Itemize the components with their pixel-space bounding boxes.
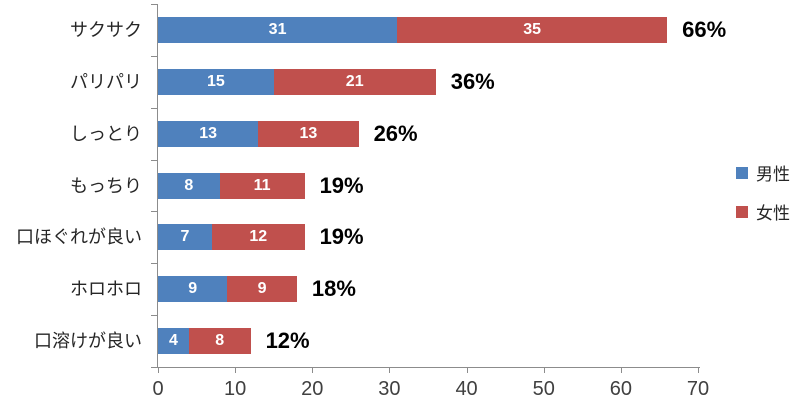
x-axis-tick xyxy=(389,367,391,373)
bar-segment-male: 8 xyxy=(158,172,220,199)
legend-item-male: 男性 xyxy=(736,164,790,184)
bar-segment-female: 9 xyxy=(227,276,297,303)
total-percent-label: 66% xyxy=(682,16,727,42)
total-percent-label: 12% xyxy=(265,328,310,354)
bar-segment-male: 13 xyxy=(158,120,259,147)
x-axis-tick-label: 70 xyxy=(686,378,710,400)
total-percent-label: 36% xyxy=(450,68,495,94)
bar-value-label: 7 xyxy=(180,228,190,246)
bar-value-label: 35 xyxy=(523,20,542,38)
x-axis-tick xyxy=(235,367,237,373)
bar-segment-male: 15 xyxy=(158,68,274,95)
bar-row: 8 11 xyxy=(158,172,305,199)
bar-value-label: 13 xyxy=(199,124,218,142)
bar-row: 31 35 xyxy=(158,16,668,43)
x-axis-tick-label: 0 xyxy=(152,378,164,400)
total-percent-label: 19% xyxy=(319,224,364,250)
y-axis-tick xyxy=(151,107,157,109)
legend-label: 男性 xyxy=(756,165,790,184)
bar-row: 13 13 xyxy=(158,120,359,147)
x-axis-tick-label: 60 xyxy=(609,378,632,400)
x-axis-tick xyxy=(158,367,159,373)
bar-value-label: 11 xyxy=(253,176,271,194)
bar-value-label: 4 xyxy=(168,332,178,350)
x-axis-tick xyxy=(620,367,622,373)
bar-value-label: 15 xyxy=(206,72,225,90)
bar-segment-female: 8 xyxy=(188,328,251,355)
bar-segment-male: 7 xyxy=(158,224,212,251)
category-label: しっとり xyxy=(70,123,142,144)
bar-row: 15 21 xyxy=(158,68,436,95)
category-label: サクサク xyxy=(70,19,142,40)
bar-segment-female: 21 xyxy=(273,68,436,95)
y-axis-tick xyxy=(151,211,157,213)
bar-segment-male: 4 xyxy=(158,328,189,355)
bar-value-label: 21 xyxy=(345,72,364,90)
bar-value-label: 13 xyxy=(299,124,318,142)
x-axis-tick xyxy=(543,367,545,373)
bar-segment-male: 9 xyxy=(158,276,228,303)
x-axis-tick-label: 10 xyxy=(224,378,247,400)
y-axis-tick xyxy=(151,315,157,317)
bar-value-label: 9 xyxy=(188,280,198,298)
legend-item-female: 女性 xyxy=(736,203,790,223)
y-axis-tick xyxy=(151,4,157,5)
category-label: 口ほぐれが良い xyxy=(16,227,142,248)
bar-segment-male: 31 xyxy=(158,16,398,43)
bar-value-label: 9 xyxy=(257,280,267,298)
category-label: ホロホロ xyxy=(70,279,142,300)
category-label: 口溶けが良い xyxy=(34,331,142,352)
total-percent-label: 19% xyxy=(319,172,364,198)
x-axis-tick xyxy=(466,367,468,373)
bar-value-label: 12 xyxy=(249,228,268,246)
legend-label: 女性 xyxy=(756,204,790,223)
bar-row: 7 12 xyxy=(158,224,305,251)
x-axis-tick-label: 50 xyxy=(532,378,555,400)
y-axis-tick xyxy=(151,263,157,265)
x-axis-line xyxy=(151,367,700,368)
x-axis-tick-label: 30 xyxy=(378,378,401,400)
x-axis-tick xyxy=(698,367,699,373)
legend-swatch-icon xyxy=(736,205,748,218)
bar-segment-female: 12 xyxy=(212,224,305,251)
bar-segment-female: 35 xyxy=(397,16,668,43)
bar-value-label: 8 xyxy=(215,332,225,350)
x-axis-tick xyxy=(312,367,314,373)
bar-segment-female: 11 xyxy=(219,172,305,199)
bar-value-label: 31 xyxy=(268,20,287,38)
total-percent-label: 18% xyxy=(311,276,356,302)
x-axis-tick-label: 40 xyxy=(455,378,478,400)
legend-swatch-icon xyxy=(736,166,748,179)
x-axis-tick-label: 20 xyxy=(301,378,324,400)
category-label: もっちり xyxy=(70,175,142,196)
bar-segment-female: 13 xyxy=(258,120,359,147)
y-axis-line xyxy=(157,4,158,368)
y-axis-tick xyxy=(151,159,157,161)
y-axis-tick xyxy=(151,55,157,57)
legend: 男性 女性 xyxy=(736,164,790,242)
total-percent-label: 26% xyxy=(373,120,418,146)
category-label: パリパリ xyxy=(70,71,142,92)
bar-value-label: 8 xyxy=(184,176,194,194)
